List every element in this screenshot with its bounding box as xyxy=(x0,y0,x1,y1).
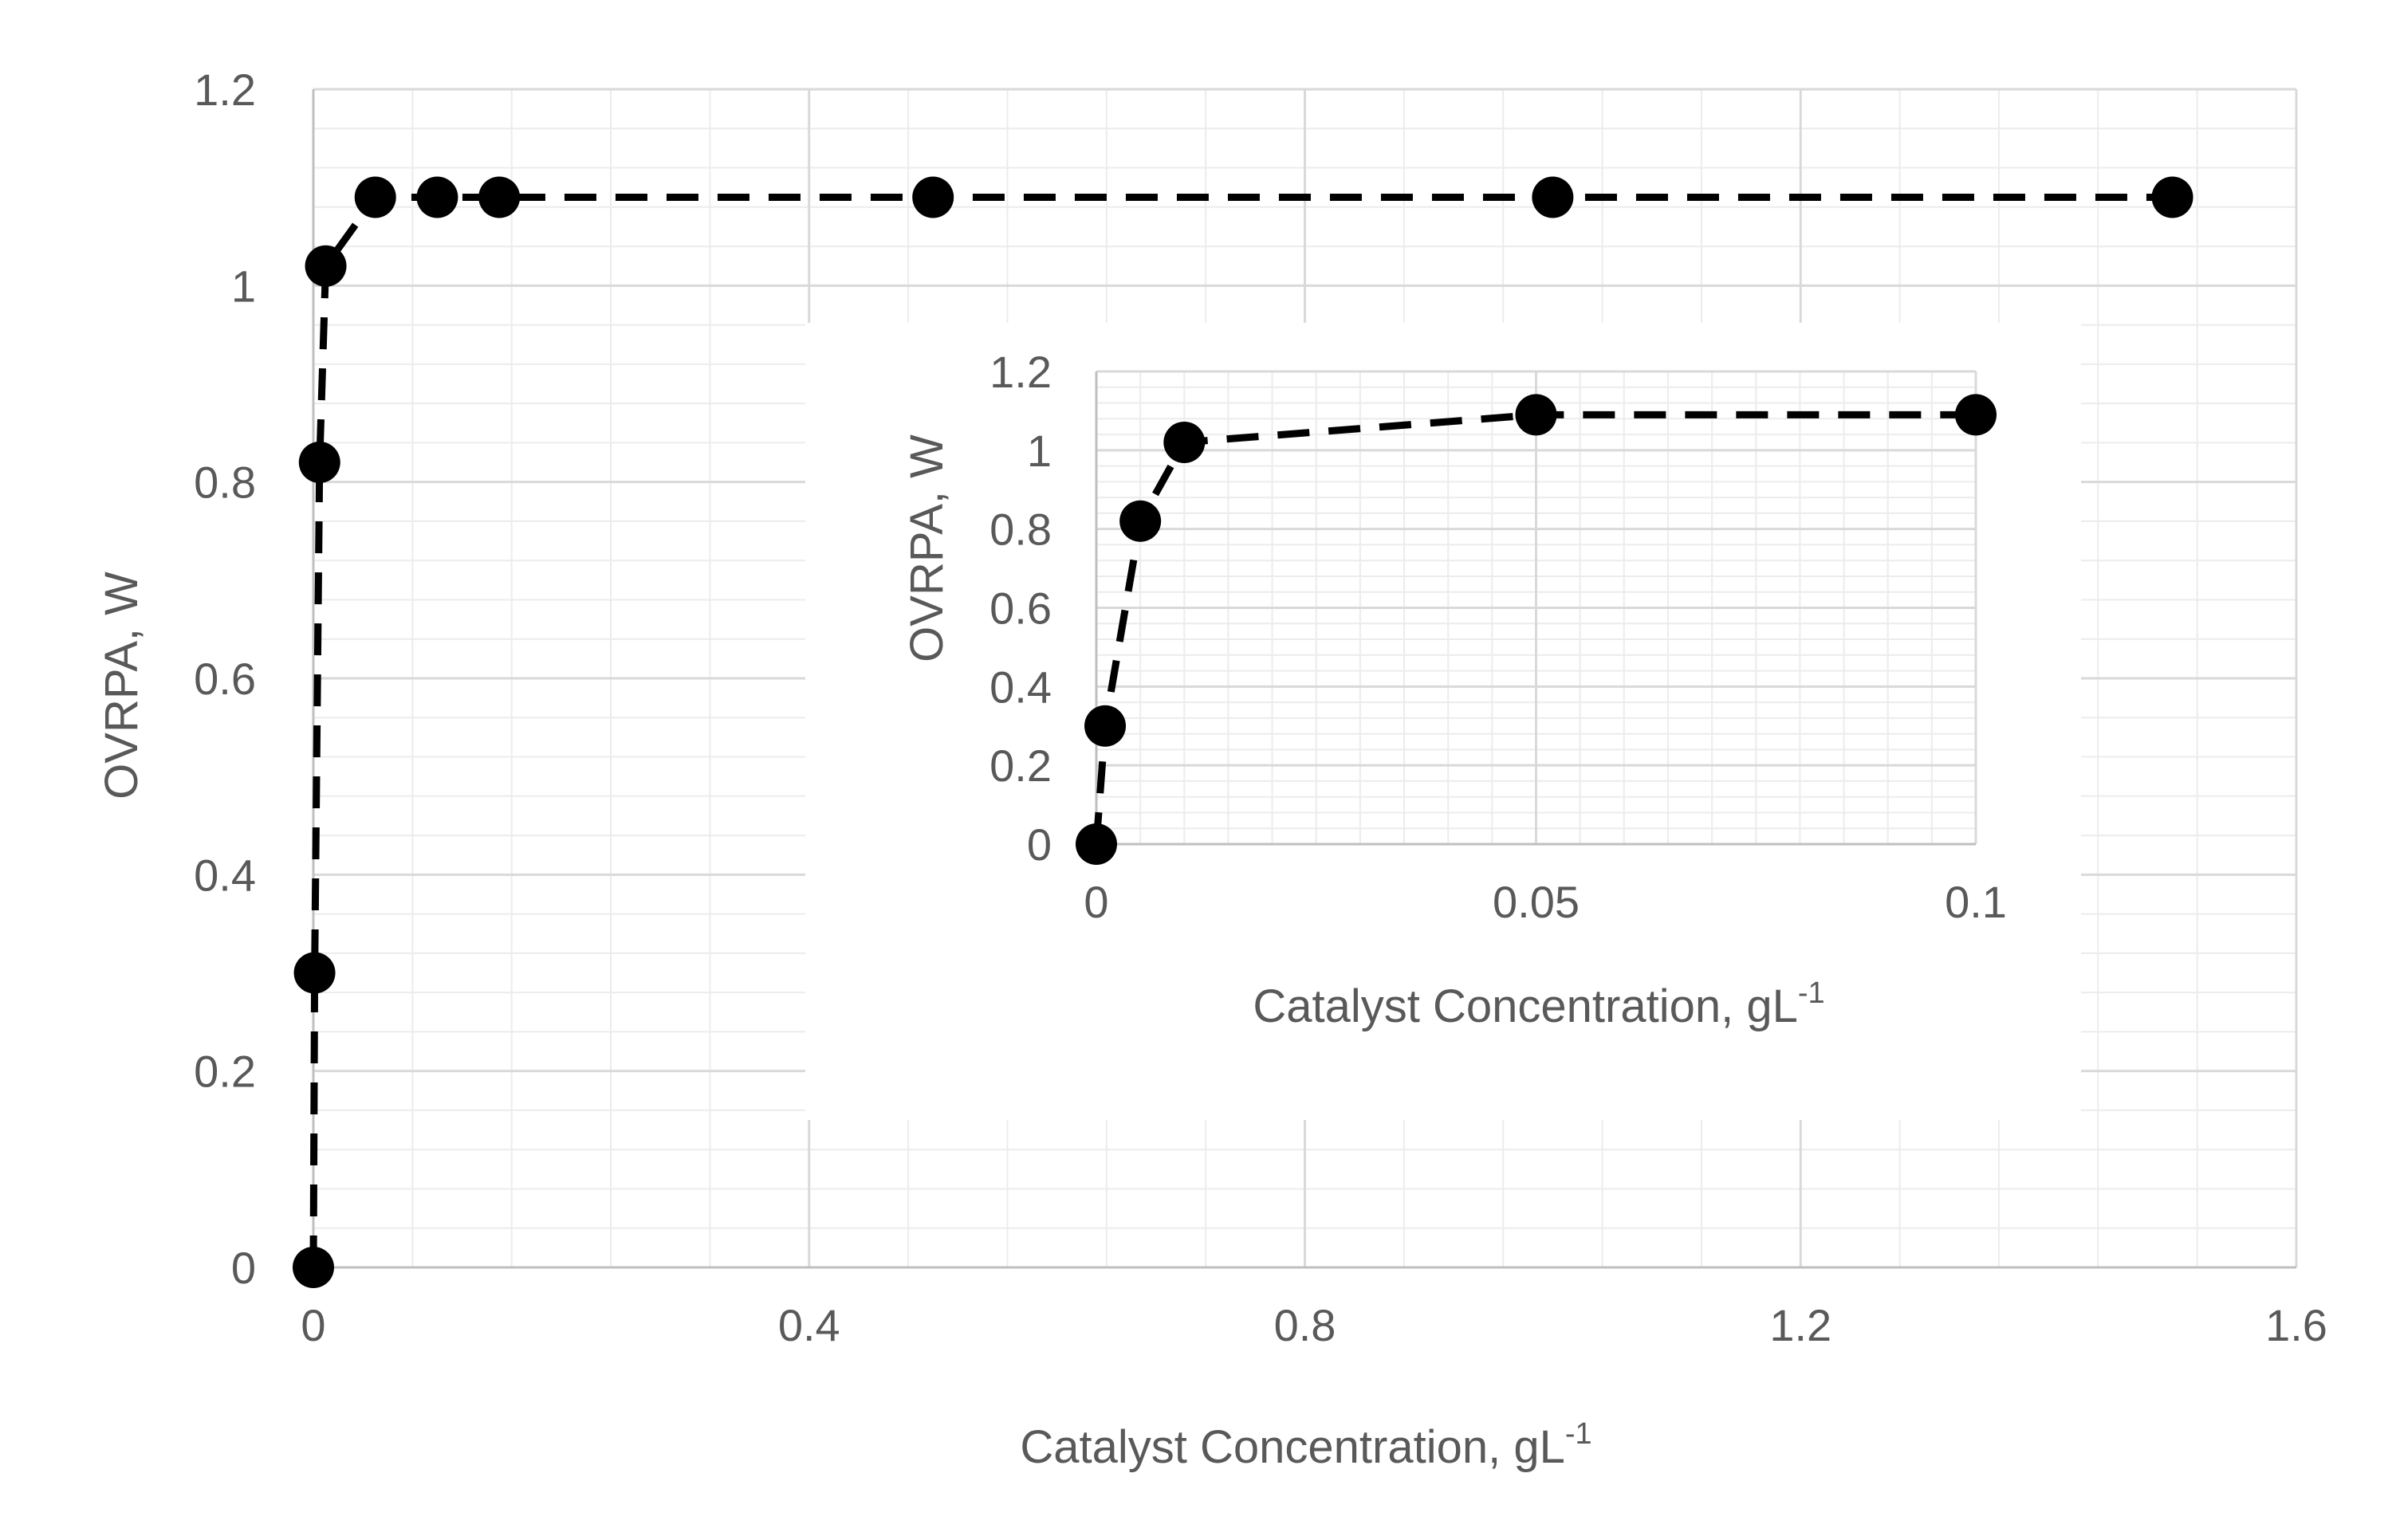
inset-y-tick-label: 1.2 xyxy=(989,347,1052,397)
inset-y-tick-label: 0.6 xyxy=(989,583,1052,634)
inset-y-tick-label: 0.4 xyxy=(989,662,1052,712)
inset-x-axis-label-text: Catalyst Concentration, gL xyxy=(1253,980,1797,1032)
main-data-point xyxy=(293,952,336,994)
inset-x-tick-labels: 0 0.05 0.1 xyxy=(1084,877,2007,927)
main-x-tick-label: 0 xyxy=(301,1300,325,1350)
inset-axes xyxy=(1095,371,1976,846)
inset-x-axis-label-sup: -1 xyxy=(1798,976,1825,1010)
inset-series-line xyxy=(1092,411,1976,845)
main-y-tick-label: 1 xyxy=(231,261,256,311)
inset-y-tick-label: 0.8 xyxy=(989,505,1052,555)
inset-x-tick-label: 0.1 xyxy=(1945,877,2007,927)
main-data-point xyxy=(298,442,340,484)
main-data-point xyxy=(912,176,954,218)
main-y-tick-label: 0.8 xyxy=(194,458,256,508)
inset-data-point xyxy=(1515,394,1557,436)
main-y-tick-label: 0.2 xyxy=(194,1047,256,1097)
main-data-point xyxy=(1532,176,1574,218)
main-y-tick-label: 1.2 xyxy=(194,65,256,115)
main-data-point xyxy=(416,176,458,218)
inset-data-point xyxy=(1955,394,1997,436)
main-x-tick-label: 0.4 xyxy=(778,1300,840,1350)
main-y-tick-label: 0.4 xyxy=(194,850,256,900)
main-y-tick-label: 0.6 xyxy=(194,654,256,704)
main-y-tick-label: 0 xyxy=(231,1243,256,1293)
inset-y-tick-label: 1 xyxy=(1027,426,1052,476)
main-y-tick-labels: 0 0.2 0.4 0.6 0.8 1 1.2 xyxy=(194,65,256,1293)
inset-x-tick-label: 0.05 xyxy=(1493,877,1580,927)
main-x-tick-labels: 0 0.4 0.8 1.2 1.6 xyxy=(301,1300,2327,1350)
main-x-axis-label: Catalyst Concentration, gL-1 xyxy=(1020,1417,1591,1473)
inset-y-tick-label: 0.2 xyxy=(989,741,1052,791)
main-data-point xyxy=(354,176,396,218)
main-x-tick-label: 0.8 xyxy=(1274,1300,1336,1350)
inset-background xyxy=(805,323,2081,1120)
main-axes xyxy=(312,89,2296,1269)
main-x-tick-label: 1.2 xyxy=(1769,1300,1831,1350)
main-y-axis-label: OVRPA, W xyxy=(96,572,148,799)
inset-series-points xyxy=(1076,394,1997,865)
inset-data-point xyxy=(1163,421,1206,463)
main-x-axis-label-text: Catalyst Concentration, gL xyxy=(1020,1421,1564,1473)
inset-data-point xyxy=(1084,705,1127,747)
main-data-point xyxy=(2151,176,2193,218)
main-data-point xyxy=(305,245,347,287)
main-series-points xyxy=(293,176,2193,1288)
inset-data-point xyxy=(1119,500,1162,542)
inset-data-point xyxy=(1076,823,1117,865)
inset-y-tick-label: 0 xyxy=(1027,819,1052,870)
main-x-tick-label: 1.6 xyxy=(2265,1300,2327,1350)
main-series-line xyxy=(309,194,2173,1268)
main-x-axis-label-sup: -1 xyxy=(1565,1417,1592,1451)
main-data-point xyxy=(478,176,521,218)
inset-x-tick-label: 0 xyxy=(1084,877,1108,927)
inset-y-axis-label: OVRPA, W xyxy=(901,434,953,662)
inset-y-tick-labels: 0 0.2 0.4 0.6 0.8 1 1.2 xyxy=(989,347,1052,870)
main-data-point xyxy=(293,1247,334,1288)
inset-x-axis-label: Catalyst Concentration, gL-1 xyxy=(1253,976,1824,1032)
